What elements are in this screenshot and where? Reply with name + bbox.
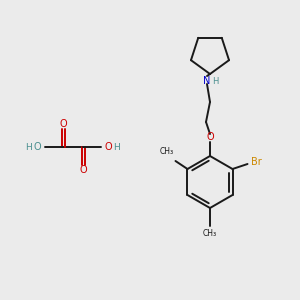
Text: H: H <box>212 76 218 85</box>
Text: H: H <box>26 142 32 152</box>
Text: CH₃: CH₃ <box>203 230 217 238</box>
Text: N: N <box>203 76 211 86</box>
Text: O: O <box>33 142 41 152</box>
Text: Br: Br <box>251 157 262 167</box>
Text: CH₃: CH₃ <box>159 148 173 157</box>
Text: O: O <box>104 142 112 152</box>
Text: O: O <box>59 119 67 129</box>
Text: H: H <box>114 142 120 152</box>
Text: O: O <box>79 165 87 175</box>
Text: O: O <box>206 132 214 142</box>
